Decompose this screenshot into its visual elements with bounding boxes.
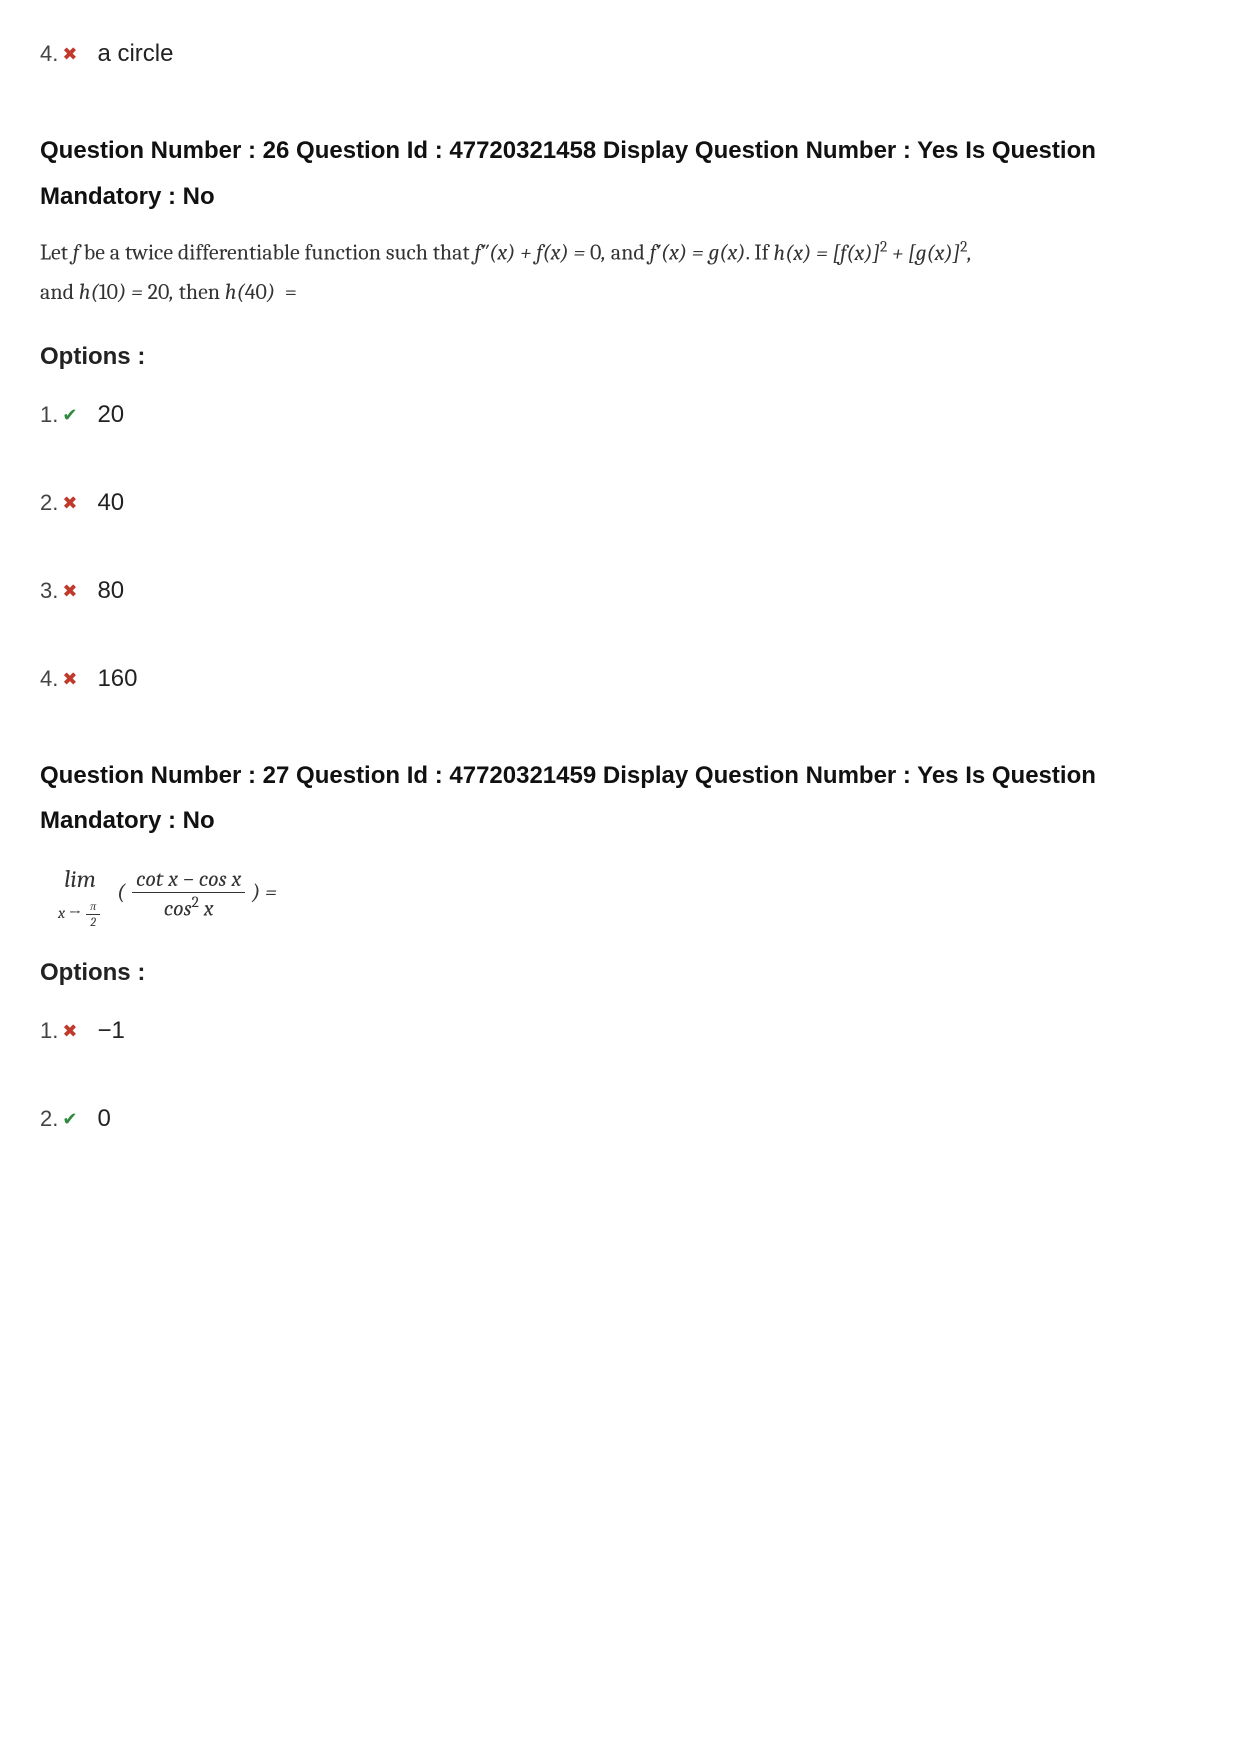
option-text: a circle: [97, 40, 173, 68]
q26-options-label: Options :: [40, 343, 1200, 371]
option-number: 2.: [40, 490, 58, 516]
option-number: 3.: [40, 578, 58, 604]
option-text: 80: [97, 577, 124, 605]
option-number: 4.: [40, 666, 58, 692]
q26-body: Let f be a twice differentiable function…: [40, 233, 1200, 313]
q27-option-1: 1. ✖ −1: [40, 1017, 1200, 1045]
cross-icon: ✖: [62, 1022, 77, 1040]
option-text: 40: [97, 489, 124, 517]
fraction: cot x − cos x cos2 x: [132, 866, 245, 922]
cross-icon: ✖: [62, 582, 77, 600]
q26-option-1: 1. ✔ 20: [40, 401, 1200, 429]
open-paren: (: [117, 879, 125, 905]
option-text: 20: [97, 401, 124, 429]
prev-question-option-4: 4. ✖ a circle: [40, 40, 1200, 68]
limit-top: lim: [58, 858, 102, 901]
after-frac: ) =: [252, 879, 277, 905]
q26-option-2: 2. ✖ 40: [40, 489, 1200, 517]
q26-option-3: 3. ✖ 80: [40, 577, 1200, 605]
q26-header: Question Number : 26 Question Id : 47720…: [40, 128, 1200, 219]
limit-sub: x → π2: [58, 899, 102, 929]
cross-icon: ✖: [62, 670, 77, 688]
q27-options-label: Options :: [40, 959, 1200, 987]
fraction-num: cot x − cos x: [132, 866, 245, 893]
option-number: 1.: [40, 402, 58, 428]
option-number: 2.: [40, 1106, 58, 1132]
limit-notation: lim x → π2: [58, 858, 102, 929]
check-icon: ✔: [62, 406, 77, 424]
option-number: 4.: [40, 41, 58, 67]
fraction-den: cos2 x: [132, 893, 245, 922]
q27-option-2: 2. ✔ 0: [40, 1105, 1200, 1133]
option-text: 160: [97, 665, 137, 693]
q26-option-4: 4. ✖ 160: [40, 665, 1200, 693]
check-icon: ✔: [62, 1110, 77, 1128]
option-text: 0: [97, 1105, 110, 1133]
cross-icon: ✖: [62, 494, 77, 512]
option-text: −1: [97, 1017, 124, 1045]
q27-header: Question Number : 27 Question Id : 47720…: [40, 753, 1200, 844]
cross-icon: ✖: [62, 45, 77, 63]
option-number: 1.: [40, 1018, 58, 1044]
q27-body: lim x → π2 ( cot x − cos x cos2 x ) =: [40, 858, 1200, 929]
